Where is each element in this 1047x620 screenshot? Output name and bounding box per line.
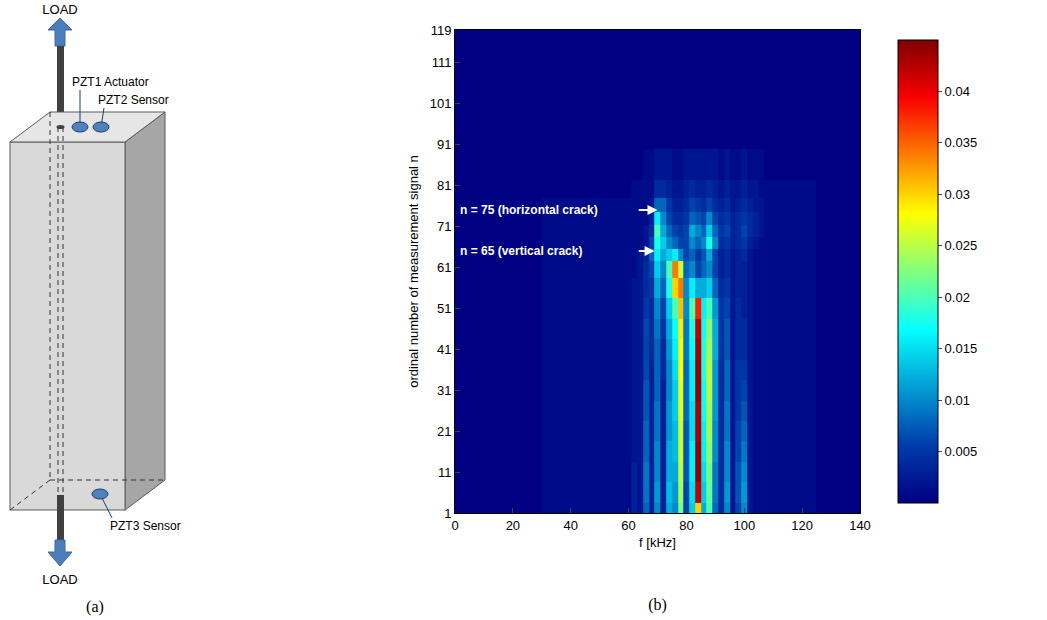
svg-text:PZT2 Sensor: PZT2 Sensor (98, 93, 169, 107)
html-text:(b): (b) (648, 596, 667, 613)
svg-text:20: 20 (506, 518, 520, 533)
svg-text:51: 51 (437, 301, 451, 316)
svg-text:(a): (a) (86, 598, 104, 616)
svg-text:101: 101 (430, 96, 452, 111)
svg-text:40: 40 (563, 518, 577, 533)
svg-text:n = 75 (horizontal crack): n = 75 (horizontal crack) (460, 203, 598, 217)
svg-text:PZT3 Sensor: PZT3 Sensor (110, 519, 181, 533)
svg-text:80: 80 (679, 518, 693, 533)
svg-text:0: 0 (451, 518, 458, 533)
svg-text:21: 21 (437, 424, 451, 439)
svg-text:91: 91 (437, 137, 451, 152)
svg-text:f [kHz]: f [kHz] (639, 535, 676, 550)
svg-text:n = 65 (vertical crack): n = 65 (vertical crack) (460, 244, 582, 258)
svg-text:0.01: 0.01 (945, 393, 970, 408)
svg-text:119: 119 (431, 23, 452, 38)
svg-text:100: 100 (733, 518, 755, 533)
svg-text:11: 11 (438, 465, 452, 480)
svg-text:81: 81 (437, 178, 451, 193)
svg-text:0.025: 0.025 (945, 238, 978, 253)
svg-text:41: 41 (437, 342, 451, 357)
svg-text:61: 61 (437, 260, 451, 275)
svg-text:LOAD: LOAD (42, 2, 77, 17)
svg-text:71: 71 (437, 219, 451, 234)
svg-text:0.015: 0.015 (945, 341, 978, 356)
svg-text:0.035: 0.035 (945, 135, 978, 150)
svg-text:60: 60 (621, 518, 635, 533)
svg-text:111: 111 (432, 55, 452, 70)
svg-text:0.005: 0.005 (945, 444, 978, 459)
svg-text:ordinal number of measurement: ordinal number of measurement signal n (406, 155, 421, 388)
svg-text:PZT1 Actuator: PZT1 Actuator (72, 75, 149, 89)
svg-text:0.04: 0.04 (945, 84, 970, 99)
svg-text:0.02: 0.02 (945, 290, 970, 305)
svg-text:1: 1 (444, 506, 451, 521)
svg-text:31: 31 (437, 383, 451, 398)
svg-text:120: 120 (791, 518, 813, 533)
svg-text:140: 140 (849, 518, 871, 533)
svg-text:0.03: 0.03 (945, 187, 970, 202)
svg-text:LOAD: LOAD (42, 572, 77, 587)
